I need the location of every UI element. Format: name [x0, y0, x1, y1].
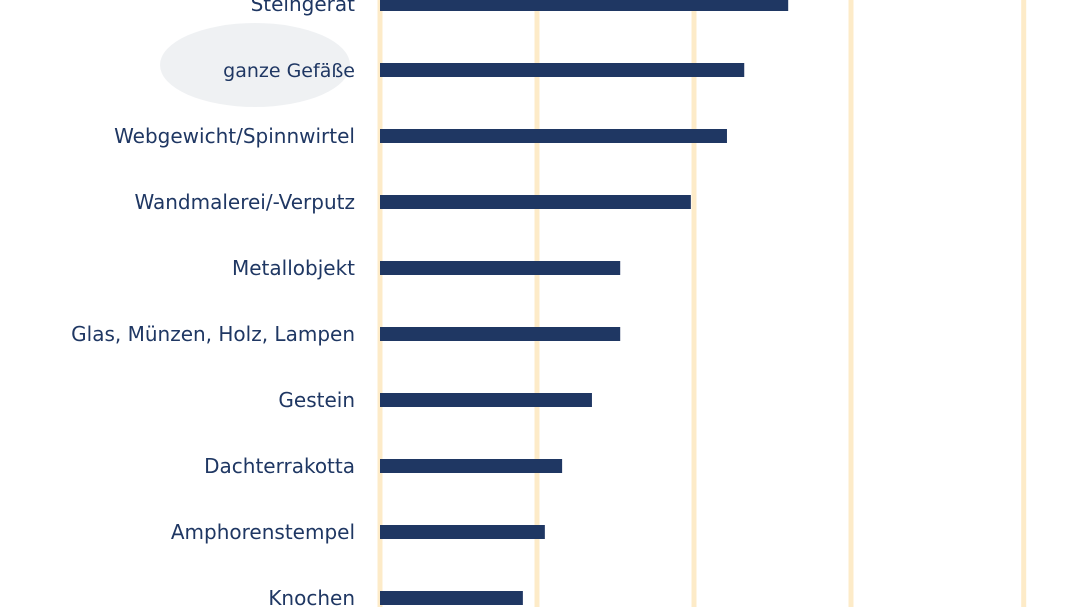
scan-smudge	[160, 23, 350, 107]
category-label-0: Steingerät	[251, 0, 356, 16]
bar-2	[380, 129, 727, 143]
bars	[380, 0, 789, 605]
bar-0	[380, 0, 789, 11]
category-labels: Steingerät ganze Gefäße Webgewicht/Spinnwi…	[71, 0, 355, 607]
bar-5	[380, 327, 621, 341]
category-label-3: Wandmalerei/-Verputz	[134, 190, 355, 214]
bar-8	[380, 525, 545, 539]
category-label-6: Gestein	[278, 388, 355, 412]
category-label-5: Glas, Münzen, Holz, Lampen	[71, 322, 355, 346]
bar-3	[380, 195, 691, 209]
category-label-2: Webgewicht/Spinnwirtel	[114, 124, 355, 148]
category-label-1: ganze Gefäße	[223, 60, 355, 82]
category-label-9: Knochen	[268, 586, 355, 607]
bar-4	[380, 261, 621, 275]
bar-9	[380, 591, 523, 605]
bar-1	[380, 63, 745, 77]
bar-7	[380, 459, 563, 473]
gridlines	[377, 0, 1027, 607]
bar-6	[380, 393, 592, 407]
category-label-7: Dachterrakotta	[204, 454, 355, 478]
category-label-8: Amphorenstempel	[171, 520, 355, 544]
category-label-4: Metallobjekt	[232, 256, 355, 280]
